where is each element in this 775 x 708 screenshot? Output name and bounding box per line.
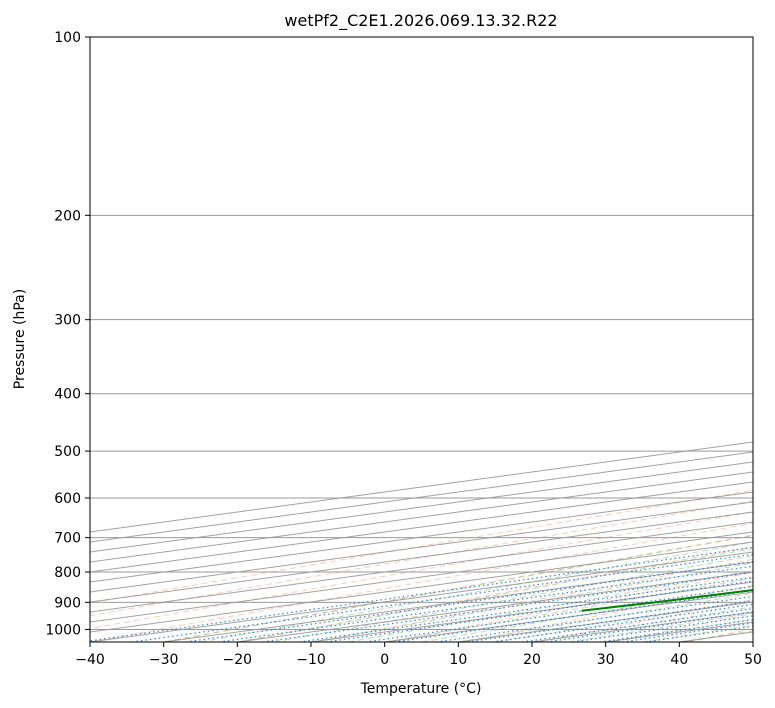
isotherm bbox=[531, 611, 753, 642]
x-tick-label: 40 bbox=[670, 652, 688, 668]
isotherm bbox=[90, 501, 753, 593]
dry-adiabat bbox=[90, 522, 753, 642]
moist-adiabat bbox=[163, 535, 753, 642]
isotherm bbox=[310, 581, 753, 642]
isotherm bbox=[384, 591, 753, 642]
isotherm bbox=[90, 511, 753, 603]
y-tick-label: 600 bbox=[54, 491, 81, 507]
dry-adiabat bbox=[314, 558, 753, 642]
mixing-ratio-line bbox=[131, 553, 753, 642]
plot-frame bbox=[89, 36, 754, 643]
y-tick-label: 800 bbox=[54, 565, 81, 581]
moist-adiabat bbox=[310, 562, 753, 642]
moist-adiabat bbox=[531, 606, 753, 642]
x-tick-label: −20 bbox=[223, 652, 253, 668]
isotherm bbox=[90, 551, 753, 642]
grid-layer bbox=[90, 37, 775, 642]
y-tick-label: 400 bbox=[54, 387, 81, 403]
axis-layer: −40 −30 −20 −10 0 10 20 30 40 50 100 200 300 400 500 60… bbox=[45, 30, 762, 668]
y-axis-title: Pressure (hPa) bbox=[12, 289, 28, 389]
isotherm bbox=[752, 641, 753, 642]
isotherm bbox=[605, 621, 753, 642]
dry-adiabat bbox=[389, 571, 753, 642]
dry-adiabat bbox=[763, 37, 775, 642]
moist-adiabat bbox=[384, 577, 753, 642]
moist-adiabat bbox=[347, 569, 753, 642]
mixing-ratio-line bbox=[185, 561, 753, 642]
x-tick-label: 0 bbox=[380, 652, 389, 668]
x-tick-label: 10 bbox=[449, 652, 467, 668]
isotherm bbox=[90, 471, 753, 563]
dry-adiabat bbox=[613, 613, 753, 642]
isotherm bbox=[90, 531, 753, 623]
x-tick-label: 20 bbox=[523, 652, 541, 668]
y-tick-label: 100 bbox=[54, 30, 81, 46]
moist-adiabat bbox=[274, 555, 753, 642]
chart-title: wetPf2_C2E1.2026.069.13.32.R22 bbox=[284, 11, 557, 31]
moist-adiabat bbox=[605, 618, 753, 642]
x-tick-label: −30 bbox=[149, 652, 179, 668]
dry-adiabat bbox=[165, 534, 753, 642]
moist-adiabat bbox=[200, 541, 753, 642]
y-tick-label: 900 bbox=[54, 595, 81, 611]
y-tick-label: 1000 bbox=[45, 622, 81, 638]
moist-adiabat bbox=[421, 585, 753, 642]
isotherm bbox=[90, 521, 753, 613]
dry-adiabat bbox=[688, 628, 753, 642]
x-axis-title: Temperature (°C) bbox=[360, 681, 482, 697]
mixing-ratio-line bbox=[218, 565, 753, 642]
dry-adiabat bbox=[538, 598, 753, 642]
y-tick-label: 500 bbox=[54, 444, 81, 460]
x-tick-label: −40 bbox=[75, 652, 105, 668]
x-tick-label: −10 bbox=[296, 652, 326, 668]
x-tick-label: 30 bbox=[597, 652, 615, 668]
isotherm bbox=[90, 491, 753, 583]
x-tick-label: 50 bbox=[744, 652, 762, 668]
y-tick-label: 700 bbox=[54, 531, 81, 547]
y-tick-label: 200 bbox=[54, 208, 81, 224]
y-tick-label: 300 bbox=[54, 313, 81, 329]
mixing-ratio-line bbox=[262, 571, 753, 642]
moist-adiabat bbox=[237, 548, 753, 642]
isotherm bbox=[90, 461, 753, 553]
isotherm bbox=[90, 451, 753, 543]
moist-adiabat bbox=[568, 612, 753, 642]
isotherm bbox=[90, 481, 753, 573]
